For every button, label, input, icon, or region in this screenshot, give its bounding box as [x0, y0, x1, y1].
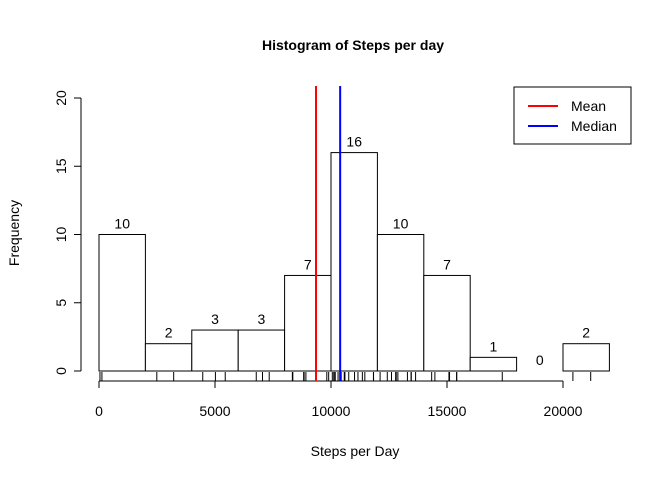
- histogram-bar: [284, 274, 332, 372]
- histogram-bar: [191, 329, 239, 372]
- legend-median-label: Median: [571, 118, 617, 134]
- y-tick-label: 15: [53, 158, 69, 174]
- histogram-bar: [376, 234, 425, 372]
- x-axis: 0 5000 10000 15000 20000: [95, 380, 583, 419]
- bar-count-label: 3: [258, 311, 266, 327]
- histogram-bar: [144, 343, 193, 372]
- bar-count-label: 7: [304, 256, 312, 272]
- bar-count-label: 7: [443, 256, 451, 272]
- x-tick-label: 10000: [312, 403, 351, 419]
- bar-count-label: 10: [114, 216, 130, 232]
- histogram-bar: [98, 234, 146, 372]
- bar-count-label: 0: [536, 352, 544, 368]
- histogram-bar: [562, 343, 610, 372]
- legend-box: [513, 86, 632, 145]
- rug-marks: [99, 372, 592, 381]
- y-axis: 0 5 10 15 20: [53, 90, 82, 375]
- bar-count-label: 2: [165, 325, 173, 341]
- y-tick-label: 20: [53, 90, 69, 106]
- histogram-bar: [237, 329, 286, 372]
- y-axis-label: Frequency: [6, 200, 22, 266]
- legend-mean-label: Mean: [571, 98, 606, 114]
- y-tick-label: 0: [53, 367, 69, 375]
- bar-count-label: 2: [582, 325, 590, 341]
- y-tick-label: 5: [53, 299, 69, 307]
- x-tick-label: 20000: [544, 403, 583, 419]
- histogram-bar: [469, 356, 518, 372]
- histogram-bar: [330, 152, 378, 372]
- bar-count-label: 16: [346, 134, 362, 150]
- x-axis-label: Steps per Day: [311, 443, 400, 459]
- bar-count-label: 3: [211, 311, 219, 327]
- x-tick-label: 15000: [428, 403, 467, 419]
- y-tick-label: 10: [53, 227, 69, 243]
- x-tick-label: 0: [95, 403, 103, 419]
- chart-title: Histogram of Steps per day: [262, 37, 444, 53]
- legend: Mean Median: [513, 86, 632, 145]
- histogram-bar: [423, 274, 471, 372]
- reference-lines: [315, 86, 342, 381]
- bar-count-label: 1: [490, 338, 498, 354]
- x-tick-label: 5000: [199, 403, 230, 419]
- bar-count-label: 10: [393, 216, 409, 232]
- histogram-bars: [98, 152, 610, 372]
